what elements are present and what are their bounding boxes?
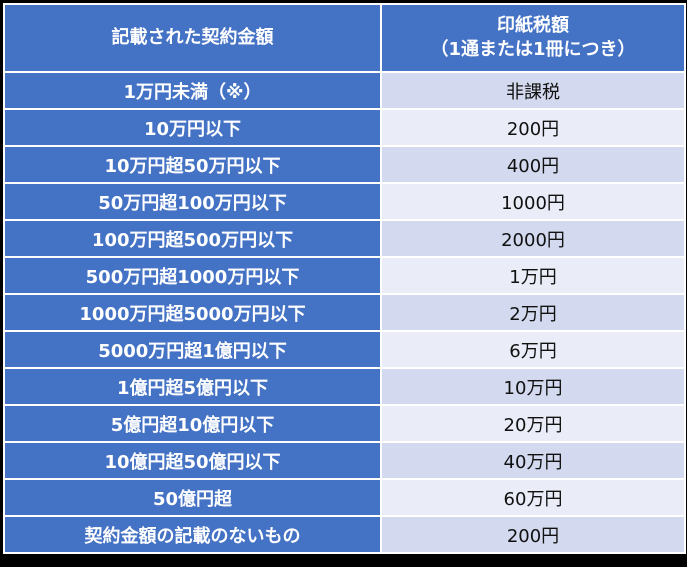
contract-amount-cell: 100万円超500万円以下	[3, 219, 382, 258]
header-stamp-tax-line1: 印紙税額	[497, 15, 569, 36]
table-row: 契約金額の記載のないもの 200円	[3, 515, 686, 554]
stamp-tax-cell: 200円	[380, 515, 686, 554]
table-row: 100万円超500万円以下 2000円	[3, 219, 686, 258]
contract-amount-cell: 5億円超10億円以下	[3, 404, 382, 443]
contract-amount-cell: 50万円超100万円以下	[3, 182, 382, 221]
header-row: 記載された契約金額 印紙税額 （1通または1冊につき）	[3, 3, 686, 73]
contract-amount-cell: 契約金額の記載のないもの	[3, 515, 382, 554]
stamp-tax-cell: 1万円	[380, 256, 686, 295]
stamp-tax-cell: 1000円	[380, 182, 686, 221]
contract-amount-cell: 10万円以下	[3, 108, 382, 147]
contract-amount-cell: 500万円超1000万円以下	[3, 256, 382, 295]
table-row: 1000万円超5000万円以下 2万円	[3, 293, 686, 332]
contract-amount-cell: 10万円超50万円以下	[3, 145, 382, 184]
contract-amount-cell: 5000万円超1億円以下	[3, 330, 382, 369]
stamp-tax-cell: 60万円	[380, 478, 686, 517]
table-row: 10万円超50万円以下 400円	[3, 145, 686, 184]
contract-amount-cell: 1000万円超5000万円以下	[3, 293, 382, 332]
table-row: 500万円超1000万円以下 1万円	[3, 256, 686, 295]
stamp-tax-cell: 20万円	[380, 404, 686, 443]
stamp-tax-cell: 400円	[380, 145, 686, 184]
table-body: 1万円未満（※） 非課税 10万円以下 200円 10万円超50万円以下 400…	[3, 71, 686, 554]
stamp-tax-table: 記載された契約金額 印紙税額 （1通または1冊につき） 1万円未満（※） 非課税…	[3, 3, 686, 554]
contract-amount-cell: 50億円超	[3, 478, 382, 517]
table-row: 50万円超100万円以下 1000円	[3, 182, 686, 221]
table-row: 1万円未満（※） 非課税	[3, 71, 686, 110]
stamp-tax-cell: 40万円	[380, 441, 686, 480]
stamp-tax-cell: 6万円	[380, 330, 686, 369]
header-contract-amount: 記載された契約金額	[3, 3, 382, 73]
stamp-tax-cell: 非課税	[380, 71, 686, 110]
table-row: 50億円超 60万円	[3, 478, 686, 517]
table-row: 10億円超50億円以下 40万円	[3, 441, 686, 480]
header-stamp-tax: 印紙税額 （1通または1冊につき）	[380, 3, 686, 73]
stamp-tax-cell: 2万円	[380, 293, 686, 332]
contract-amount-cell: 1万円未満（※）	[3, 71, 382, 110]
table-row: 1億円超5億円以下 10万円	[3, 367, 686, 406]
table-row: 5000万円超1億円以下 6万円	[3, 330, 686, 369]
stamp-tax-cell: 200円	[380, 108, 686, 147]
header-stamp-tax-line2: （1通または1冊につき）	[430, 39, 636, 60]
contract-amount-cell: 10億円超50億円以下	[3, 441, 382, 480]
stamp-tax-cell: 2000円	[380, 219, 686, 258]
contract-amount-cell: 1億円超5億円以下	[3, 367, 382, 406]
table-row: 10万円以下 200円	[3, 108, 686, 147]
table-row: 5億円超10億円以下 20万円	[3, 404, 686, 443]
stamp-tax-cell: 10万円	[380, 367, 686, 406]
